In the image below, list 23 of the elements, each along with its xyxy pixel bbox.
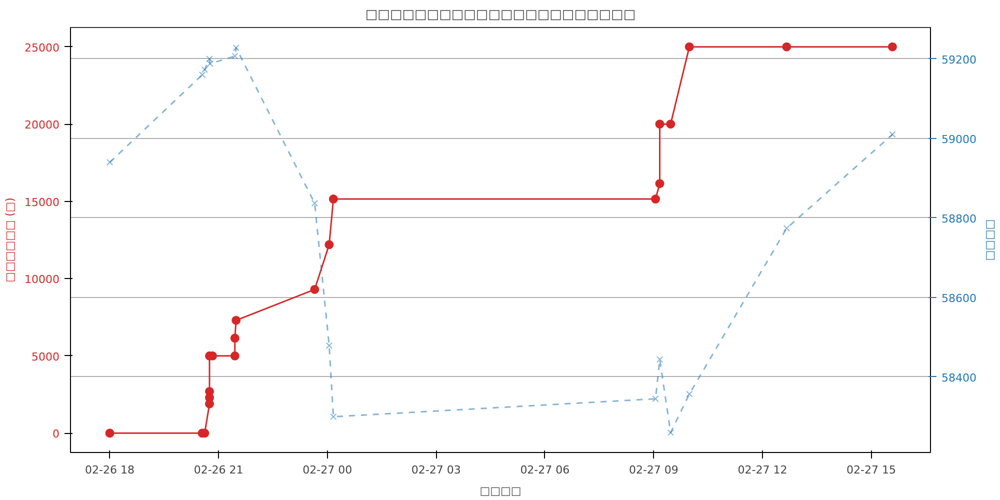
y2-axis-title: □□□□ — [984, 219, 998, 261]
x-axis-title: □□□□ — [480, 484, 522, 498]
y2-tick-label: 58400 — [942, 371, 976, 384]
x-tick-label: 02-27 12 — [738, 464, 788, 476]
y2-tick-label: 59000 — [942, 132, 976, 146]
y-tick-label: 15000 — [24, 196, 60, 209]
x-tick-label: 02-27 09 — [628, 464, 678, 476]
y2-tick-label: 59200 — [942, 53, 976, 66]
x-tick-label: 02-27 00 — [302, 464, 352, 476]
y2-tick-label: 58800 — [942, 212, 976, 226]
y2-tick-label: 58600 — [942, 292, 976, 305]
y-tick-label: 25000 — [24, 41, 60, 54]
x-tick-label: 02-26 18 — [85, 464, 135, 476]
y-tick-label: 0 — [52, 428, 60, 441]
x-tick-label: 02-27 03 — [411, 464, 461, 476]
x-tick-label: 02-27 06 — [520, 464, 570, 476]
x-tick-label: 02-27 15 — [846, 464, 896, 476]
y-tick-label: 10000 — [24, 273, 60, 286]
y-tick-label: 20000 — [24, 118, 60, 132]
chart-title: □□□□□□□□□□□□□□□□□□□□□□ — [365, 8, 636, 22]
x-tick-label: 02-26 21 — [194, 464, 244, 476]
y-axis-title: □□□□□□ (□) — [4, 198, 17, 282]
y-tick-label: 5000 — [32, 350, 60, 364]
